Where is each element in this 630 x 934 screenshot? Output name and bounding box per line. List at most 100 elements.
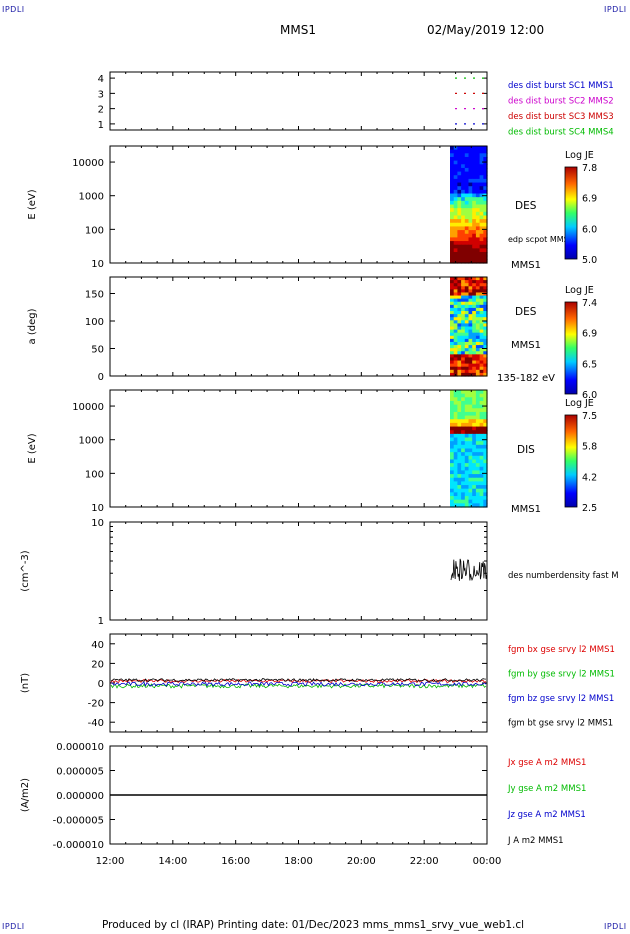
spectro-cell-1 bbox=[450, 153, 455, 158]
spectro-cell-3 bbox=[468, 430, 473, 435]
spectro-cell-1 bbox=[450, 171, 455, 176]
spectro-cell-3 bbox=[472, 499, 477, 504]
spectro-cell-1 bbox=[468, 178, 473, 184]
spectro-cell-2 bbox=[472, 338, 477, 343]
spectro-cell-1 bbox=[472, 204, 477, 209]
spectro-cell-3 bbox=[475, 477, 481, 483]
spectro-cell-3 bbox=[450, 408, 455, 413]
spectro-cell-1 bbox=[450, 193, 455, 198]
spectro-cell-2 bbox=[461, 292, 466, 297]
avail-legend-2: des dist burst SC2 MMS2 bbox=[508, 97, 614, 107]
spectro-cell-3 bbox=[468, 444, 473, 450]
spectro-cell-2 bbox=[461, 372, 466, 377]
cur-ytick-label: 0.000000 bbox=[56, 791, 104, 802]
spectro-cell-3 bbox=[472, 466, 477, 472]
spectro-cell-2 bbox=[461, 338, 466, 343]
spectro-cell-3 bbox=[472, 470, 477, 475]
cur-legend-0: Jx gse A m2 MMS1 bbox=[507, 758, 586, 768]
spectro-cell-2 bbox=[461, 323, 466, 328]
spectro-cell-2 bbox=[472, 345, 477, 349]
spectro-cell-2 bbox=[461, 304, 466, 309]
spectro-cell-3 bbox=[453, 408, 458, 413]
spectro-cell-3 bbox=[457, 499, 462, 504]
spectro-cell-2 bbox=[453, 363, 458, 368]
spectro-cell-1 bbox=[472, 219, 477, 224]
spectro-cell-2 bbox=[457, 289, 462, 294]
spectro-cell-3 bbox=[468, 400, 473, 406]
spectro-cell-2 bbox=[453, 332, 458, 337]
spectro-cell-2 bbox=[461, 289, 466, 294]
spectro-cell-3 bbox=[479, 419, 484, 424]
spectro-cell-3 bbox=[468, 452, 473, 457]
spectro-cell-2 bbox=[468, 332, 473, 337]
spectro-cell-2 bbox=[464, 307, 470, 312]
spectro-cell-3 bbox=[483, 488, 488, 493]
spectro-cell-1 bbox=[479, 178, 484, 184]
colorbar-tick-2: 6.9 bbox=[582, 329, 597, 340]
spectro-cell-3 bbox=[457, 448, 462, 453]
spectro-cell-3 bbox=[468, 415, 473, 420]
colorbar-title-1: Log JE bbox=[565, 150, 594, 161]
spectro-cell-2 bbox=[472, 369, 477, 374]
spectro-cell-1 bbox=[472, 226, 477, 231]
spectro-cell-2 bbox=[464, 277, 470, 281]
spectro-cell-1 bbox=[464, 186, 470, 191]
spectro-cell-1 bbox=[475, 237, 481, 242]
spectro-cell-1 bbox=[468, 197, 473, 202]
spectro-cell-3 bbox=[483, 452, 488, 457]
spectro-cell-3 bbox=[450, 422, 455, 428]
spectro-cell-3 bbox=[483, 499, 488, 504]
spectro-cell-3 bbox=[453, 459, 458, 464]
colorbar-1 bbox=[564, 166, 578, 260]
spectro-cell-1 bbox=[479, 215, 484, 220]
spectro-cell-1 bbox=[468, 219, 473, 224]
fgm-series-1 bbox=[110, 681, 487, 687]
fgm-legend-1: fgm by gse srvy l2 MMS1 bbox=[508, 670, 615, 680]
spectro-cell-2 bbox=[475, 326, 481, 331]
spectro-cell-3 bbox=[461, 455, 466, 461]
spectro-cell-1 bbox=[450, 222, 455, 228]
spectro-cell-3 bbox=[457, 477, 462, 483]
spectro-cell-2 bbox=[479, 329, 484, 334]
spectro-cell-1 bbox=[475, 156, 481, 162]
spectro-cell-3 bbox=[475, 393, 481, 398]
des-e-ytick-label: 10 bbox=[91, 259, 104, 270]
spectro-cell-3 bbox=[457, 426, 462, 431]
spectro-cell-3 bbox=[479, 426, 484, 431]
spectro-cell-2 bbox=[464, 329, 470, 334]
spectro-cell-2 bbox=[464, 295, 470, 300]
spectro-cell-2 bbox=[483, 304, 488, 309]
spectro-cell-1 bbox=[450, 248, 455, 253]
spectro-cell-2 bbox=[450, 366, 455, 371]
spectro-cell-1 bbox=[479, 193, 484, 198]
spectro-cell-2 bbox=[450, 286, 455, 290]
spectro-cell-3 bbox=[453, 477, 458, 483]
spectro-cell-3 bbox=[475, 426, 481, 431]
spectro-cell-1 bbox=[483, 149, 488, 154]
spectro-cell-1 bbox=[468, 230, 473, 235]
spectro-cell-1 bbox=[450, 182, 455, 187]
spectro-cell-2 bbox=[450, 311, 455, 315]
spectro-cell-1 bbox=[453, 193, 458, 198]
spectro-cell-2 bbox=[450, 323, 455, 328]
spectro-cell-1 bbox=[475, 215, 481, 220]
spectro-cell-2 bbox=[475, 348, 481, 352]
spectro-cell-1 bbox=[468, 215, 473, 220]
des-e-ytick-label: 1000 bbox=[79, 192, 104, 203]
spectro-cell-2 bbox=[457, 338, 462, 343]
spectro-cell-1 bbox=[453, 178, 458, 184]
spectro-cell-3 bbox=[464, 485, 470, 490]
panel-frame-0 bbox=[109, 71, 488, 131]
spectro-cell-3 bbox=[468, 474, 473, 479]
spectro-cell-1 bbox=[457, 182, 462, 187]
spectro-cell-2 bbox=[468, 283, 473, 287]
spectro-cell-1 bbox=[472, 193, 477, 198]
spectro-cell-3 bbox=[475, 470, 481, 475]
spectro-cell-2 bbox=[450, 307, 455, 312]
spectro-cell-1 bbox=[475, 171, 481, 176]
spectro-cell-2 bbox=[457, 354, 462, 359]
spectro-cell-3 bbox=[472, 503, 477, 508]
spectro-cell-1 bbox=[468, 186, 473, 191]
spectro-cell-1 bbox=[450, 146, 455, 151]
spectro-cell-1 bbox=[453, 255, 458, 260]
